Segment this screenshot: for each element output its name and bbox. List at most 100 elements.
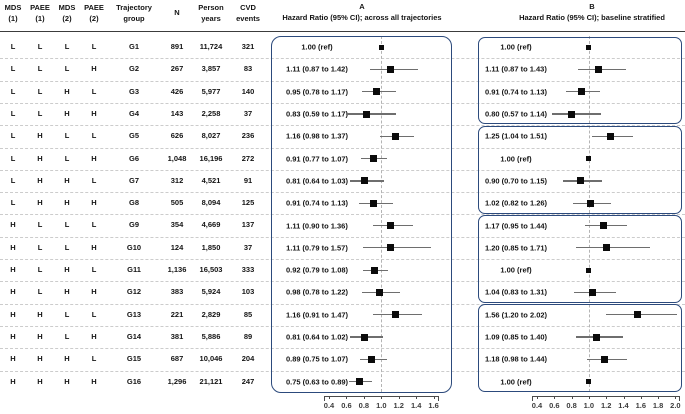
hr-marker [356,378,364,386]
table-cell: H [37,376,43,386]
axis-tick [398,396,400,399]
hr-marker [387,244,395,252]
table-cell: 4,521 [201,175,221,185]
reference-line-b [588,36,590,393]
table-cell: L [10,175,16,185]
table-cell: L [91,354,97,364]
table-cell: 312 [170,175,184,185]
panel-b-stratum-box [478,215,682,303]
table-cell: 83 [243,64,253,74]
hr-label-a: 1.00 (ref) [301,42,333,52]
axis-endcap [324,396,325,401]
hr-label-a: 1.11 (0.90 to 1.36) [286,221,348,231]
column-header-line2: years [201,13,221,23]
table-cell: L [10,153,16,163]
table-cell: L [37,220,43,230]
reference-line-a [381,36,383,393]
hr-marker [600,355,608,363]
row-divider [0,259,685,260]
column-header-line2: (2) [89,13,99,23]
table-cell: H [10,354,16,364]
table-cell: L [10,42,16,51]
ci-line [345,113,397,115]
hr-label-a: 0.95 (0.78 to 1.17) [285,87,349,97]
table-cell: G15 [126,354,142,364]
table-cell: 1,136 [167,265,187,274]
table-cell: 37 [243,108,253,118]
hr-label-b: 0.90 (0.70 to 1.15) [484,176,548,186]
axis-tick [381,396,383,399]
column-header-line2: events [236,13,260,23]
table-cell: 687 [170,354,184,364]
table-cell: 85 [243,309,253,319]
hr-label-b: 0.80 (0.57 to 1.14) [484,109,548,119]
hr-label-b: 1.25 (1.04 to 1.51) [484,131,548,141]
table-cell: 236 [241,131,255,141]
panel-a-header: A Hazard Ratio (95% CI); across all traj… [282,2,441,23]
table-cell: L [10,198,16,208]
table-cell: H [64,86,70,96]
column-header: PAEE (2) [84,3,104,24]
column-header-line2: (1) [35,13,45,23]
table-cell: 137 [241,220,255,230]
table-cell: L [10,108,16,118]
table-cell: 381 [170,331,184,341]
table-cell: H [37,354,43,364]
table-cell: 8,027 [201,131,221,141]
hr-marker [376,288,384,296]
axis-tick [537,396,538,399]
panel-a-subtitle: Hazard Ratio (95% CI); across all trajec… [282,12,442,22]
hr-label-a: 1.11 (0.87 to 1.42) [286,64,348,74]
panel-a-box [271,36,452,393]
table-cell: L [91,309,97,319]
column-header-line1: Person [198,3,224,12]
hr-marker [361,177,369,185]
column-header-line1: PAEE [84,3,104,12]
hr-marker [369,155,377,163]
panel-b-subtitle: Hazard Ratio (95% CI); baseline stratifi… [519,12,665,22]
ci-line [606,314,678,316]
hr-label-b: 1.17 (0.95 to 1.44) [484,221,548,231]
table-cell: H [91,108,97,118]
table-cell: L [37,86,43,96]
hr-marker [577,88,585,96]
hr-marker [587,199,595,207]
table-cell: G10 [126,242,142,252]
row-divider [0,348,685,350]
hr-label-a: 0.98 (0.78 to 1.22) [285,287,349,297]
row-divider [0,192,685,194]
table-cell: L [64,331,70,341]
row-divider [0,303,685,305]
hr-marker [588,288,596,296]
hr-marker [387,222,395,230]
axis-endcap [437,396,439,401]
hr-label-a: 0.83 (0.59 to 1.17) [285,109,349,119]
column-header: PAEE (1) [30,3,50,24]
table-cell: 505 [170,198,184,208]
table-cell: 5,977 [201,86,221,96]
axis-tick-label: 1.4 [410,400,422,410]
column-header-line1: CVD [240,3,256,12]
table-cell: L [91,175,97,185]
hr-marker [387,65,395,73]
table-cell: H [91,331,97,341]
column-header: N [174,3,179,19]
ci-line [575,247,651,249]
hr-label-a: 1.16 (0.98 to 1.37) [285,131,349,141]
axis-tick-label: 0.8 [566,400,577,410]
table-cell: H [64,265,70,274]
table-cell: G12 [126,287,142,297]
column-header: Person years [198,3,223,24]
table-cell: 91 [243,175,253,185]
table-cell: H [37,175,43,185]
hr-label-a: 0.81 (0.64 to 1.03) [285,176,349,186]
table-cell: L [10,64,16,74]
table-cell: G14 [126,331,142,341]
hr-marker [378,44,384,50]
table-cell: G1 [128,42,140,51]
table-cell: H [10,331,16,341]
hr-marker [391,132,399,140]
hr-label-b: 1.00 (ref) [500,42,532,52]
row-divider [0,147,685,149]
column-header-line2: group [123,13,145,23]
